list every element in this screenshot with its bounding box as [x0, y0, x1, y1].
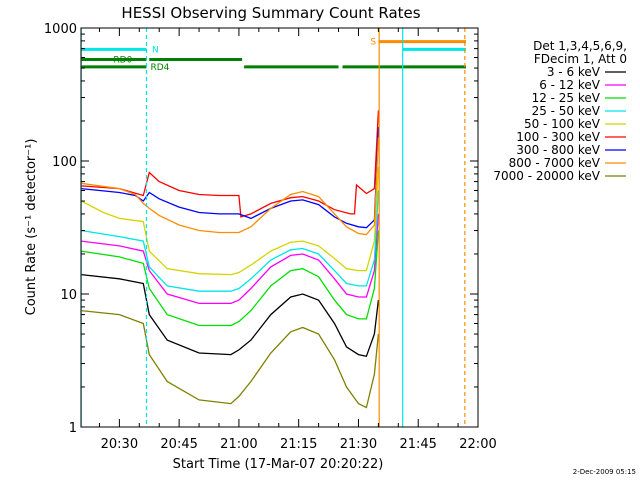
- series-line-3: [81, 230, 380, 327]
- x-tick-label: 21:30: [340, 437, 377, 452]
- plot-area: [81, 110, 380, 409]
- legend-entry-label: 3 - 6 keV: [547, 65, 601, 79]
- state-bar-label-3: RD0: [113, 55, 132, 65]
- series-line-6: [81, 110, 380, 218]
- y-tick-label: 100: [52, 155, 77, 170]
- footer-date: 2-Dec-2009 05:15: [573, 468, 636, 476]
- legend-entry-label: 300 - 800 keV: [516, 143, 600, 157]
- legend-entry-label: 50 - 100 keV: [524, 117, 601, 131]
- legend-entry-label: 800 - 7000 keV: [509, 156, 601, 170]
- plot-frame: [80, 27, 479, 428]
- series-line-7: [81, 126, 380, 229]
- x-tick-label: 20:30: [101, 437, 138, 452]
- chart-title: HESSI Observing Summary Count Rates: [121, 4, 420, 22]
- state-bar-label-4: RD4: [150, 63, 169, 73]
- y-tick-label: 1: [69, 421, 77, 436]
- y-axis: 1 10 100 1000: [44, 22, 478, 436]
- series-line-5: [81, 167, 380, 276]
- legend-header-line: Det 1,3,4,5,6,9,: [533, 39, 627, 53]
- legend-entry-label: 25 - 50 keV: [532, 104, 601, 118]
- state-bar-label-1: N: [152, 45, 159, 55]
- x-tick-label: 22:00: [459, 437, 496, 452]
- legend-entry-label: 6 - 12 keV: [539, 78, 601, 92]
- state-bar-label-5: S: [370, 38, 376, 48]
- vertical-markers: [80, 28, 466, 427]
- legend-entry-label: 100 - 300 keV: [516, 130, 600, 144]
- x-tick-label: 21:15: [280, 437, 317, 452]
- series-line-8: [81, 137, 380, 236]
- legend-entry-label: 7000 - 20000 keV: [493, 169, 600, 183]
- x-axis-label: Start Time (17-Mar-07 20:20:22): [173, 457, 384, 472]
- x-tick-label: 20:45: [160, 437, 197, 452]
- legend: Det 1,3,4,5,6,9,FDecim 1, Att 03 - 6 keV…: [493, 39, 627, 183]
- series-line-4: [81, 190, 380, 292]
- legend-header-line: FDecim 1, Att 0: [534, 52, 627, 66]
- y-axis-label: Count Rate (s⁻¹ detector⁻¹): [24, 139, 39, 316]
- x-axis: 20:30 20:45 21:00 21:15 21:30 21:45 22:00: [98, 28, 497, 452]
- series-line-1: [81, 273, 380, 358]
- x-tick-label: 21:00: [220, 437, 257, 452]
- legend-entry-label: 12 - 25 keV: [532, 91, 601, 105]
- y-tick-label: 1000: [44, 22, 77, 37]
- y-tick-label: 10: [60, 288, 77, 303]
- series-line-9: [81, 309, 380, 409]
- state-bars: N RD0 RD4 S: [81, 38, 467, 73]
- series-line-2: [81, 213, 380, 305]
- x-tick-label: 21:45: [399, 437, 436, 452]
